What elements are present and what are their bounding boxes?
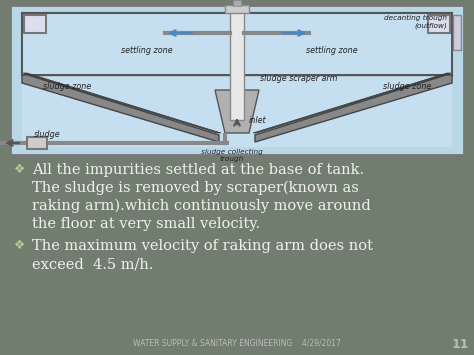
Bar — [233, 0, 241, 6]
Bar — [23, 14, 451, 74]
Polygon shape — [23, 73, 221, 133]
Bar — [428, 15, 450, 33]
Text: sludge zone: sludge zone — [383, 82, 431, 91]
Text: the floor at very small velocity.: the floor at very small velocity. — [32, 217, 260, 231]
Text: exceed  4.5 m/h.: exceed 4.5 m/h. — [32, 257, 154, 271]
Polygon shape — [22, 75, 219, 142]
Polygon shape — [253, 73, 451, 133]
Bar — [24, 15, 46, 33]
Bar — [27, 137, 47, 149]
Text: sludge collecting
trough: sludge collecting trough — [201, 149, 263, 162]
Text: sludge scraper arm: sludge scraper arm — [260, 74, 337, 83]
Text: inlet: inlet — [249, 116, 266, 125]
Bar — [22, 75, 452, 147]
Text: ❖: ❖ — [14, 239, 25, 252]
Text: sludge: sludge — [34, 130, 61, 139]
Text: raking arm).which continuously move around: raking arm).which continuously move arou… — [32, 199, 371, 213]
FancyBboxPatch shape — [10, 5, 464, 155]
Text: ❖: ❖ — [14, 163, 25, 176]
Bar — [230, 5, 244, 120]
Text: 11: 11 — [451, 339, 469, 351]
Text: All the impurities settled at the base of tank.: All the impurities settled at the base o… — [32, 163, 364, 177]
Bar — [225, 5, 249, 13]
Text: WATER SUPPLY & SANITARY ENGINEERING    4/29/2017: WATER SUPPLY & SANITARY ENGINEERING 4/29… — [133, 339, 341, 348]
Text: sludge zone: sludge zone — [43, 82, 91, 91]
Bar — [453, 15, 461, 50]
Polygon shape — [255, 75, 452, 142]
Text: settling zone: settling zone — [121, 46, 173, 55]
Bar — [22, 13, 452, 75]
Text: decanting trough
(outflow): decanting trough (outflow) — [384, 15, 447, 29]
Polygon shape — [215, 90, 259, 133]
Text: The maximum velocity of raking arm does not: The maximum velocity of raking arm does … — [32, 239, 373, 253]
Text: settling zone: settling zone — [306, 46, 358, 55]
Text: The sludge is removed by scraper(known as: The sludge is removed by scraper(known a… — [32, 181, 359, 195]
